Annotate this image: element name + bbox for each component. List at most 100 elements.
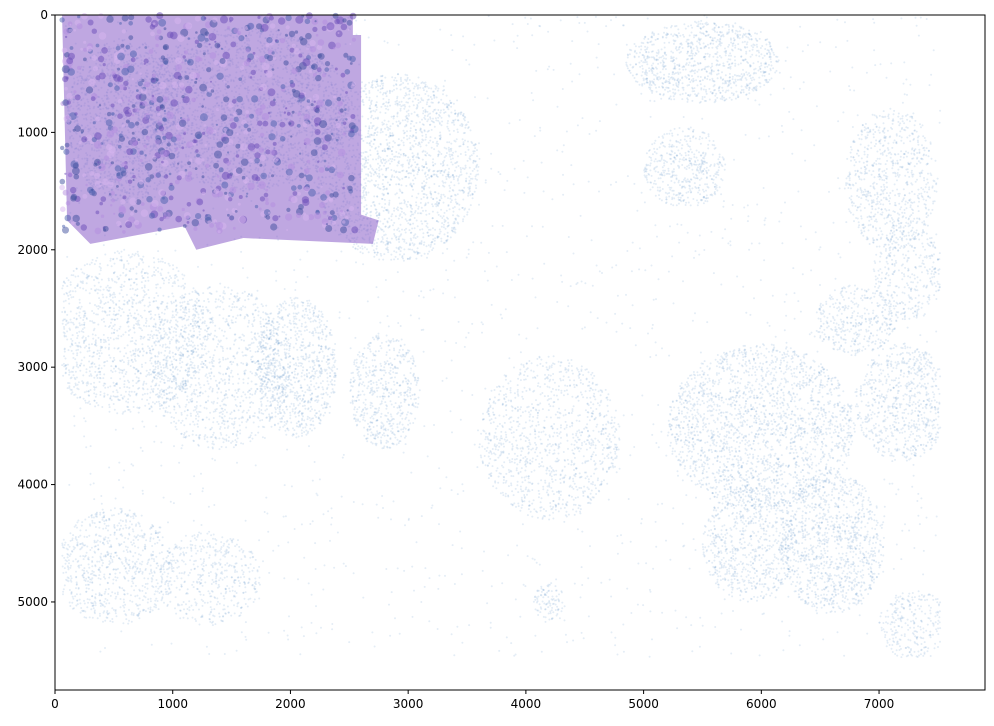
scatter-point: [115, 257, 118, 260]
scatter-point: [478, 142, 480, 145]
scatter-point: [329, 539, 331, 542]
scatter-point: [500, 452, 503, 455]
scatter-point: [768, 324, 771, 327]
scatter-point: [498, 414, 501, 417]
scatter-point: [781, 242, 784, 245]
scatter-point: [759, 31, 762, 33]
scatter-point: [771, 294, 774, 297]
scatter-point: [423, 425, 426, 428]
scatter-point: [532, 376, 534, 379]
scatter-point: [473, 443, 476, 446]
scatter-point: [915, 314, 918, 317]
scatter-point: [331, 623, 334, 625]
scatter-point: [517, 273, 520, 276]
scatter-point: [157, 608, 160, 611]
scatter-point: [850, 485, 853, 488]
scatter-point: [800, 484, 803, 487]
scatter-point: [761, 613, 764, 616]
scatter-point: [799, 428, 802, 430]
scatter-point: [157, 250, 160, 253]
scatter-point: [883, 478, 886, 481]
scatter-point: [170, 642, 173, 645]
scatter-point: [426, 455, 429, 458]
scatter-point: [903, 61, 906, 64]
scatter-point: [702, 546, 704, 548]
scatter-point: [160, 464, 163, 467]
scatter-point: [162, 364, 165, 366]
scatter-point: [553, 423, 556, 425]
scatter-point: [701, 384, 704, 387]
scatter-point: [420, 515, 423, 518]
scatter-point: [893, 328, 896, 330]
scatter-point: [926, 224, 929, 227]
scatter-point: [839, 256, 842, 259]
scatter-point: [651, 638, 653, 641]
scatter-point: [281, 374, 284, 377]
scatter-point: [372, 201, 375, 203]
scatter-point: [832, 221, 835, 224]
scatter-point: [746, 220, 749, 223]
scatter-point: [572, 639, 575, 642]
scatter-point: [897, 238, 899, 241]
scatter-point: [535, 561, 538, 564]
scatter-point: [456, 493, 459, 496]
scatter-point: [268, 571, 271, 574]
scatter-point: [694, 250, 697, 253]
scatter-point: [141, 450, 144, 452]
scatter-point: [428, 577, 431, 580]
scatter-point: [212, 581, 215, 584]
scatter-point: [616, 653, 619, 656]
scatter-point: [160, 441, 163, 444]
scatter-point: [869, 566, 872, 569]
scatter-point: [697, 438, 700, 441]
scatter-point: [551, 198, 554, 201]
scatter-point: [88, 534, 91, 537]
scatter-point: [928, 84, 931, 87]
scatter-point: [660, 97, 663, 100]
scatter-point: [162, 568, 165, 571]
scatter-point: [785, 293, 788, 296]
scatter-point: [214, 459, 216, 462]
scatter-point: [598, 270, 601, 273]
scatter-point: [394, 155, 397, 158]
scatter-point: [114, 428, 117, 431]
scatter-point: [703, 371, 706, 374]
scatter-point: [904, 523, 906, 526]
scatter-point: [481, 331, 483, 334]
scatter-point: [76, 332, 78, 334]
scatter-point: [178, 406, 181, 409]
scatter-point: [244, 299, 247, 302]
scatter-point: [579, 512, 582, 515]
scatter-point: [381, 495, 384, 497]
scatter-point: [813, 335, 816, 338]
scatter-point: [486, 279, 489, 282]
scatter-point: [696, 40, 699, 43]
scatter-point: [681, 479, 684, 482]
scatter-point: [608, 445, 611, 448]
scatter-point: [901, 603, 904, 606]
scatter-point: [392, 500, 395, 503]
scatter-point: [432, 288, 435, 291]
scatter-point: [596, 317, 599, 320]
scatter-point: [651, 323, 654, 326]
scatter-point: [562, 193, 565, 196]
scatter-point: [299, 653, 302, 656]
scatter-point: [125, 514, 128, 517]
scatter-point: [533, 558, 536, 561]
scatter-point: [331, 628, 334, 631]
scatter-point: [73, 415, 76, 418]
scatter-point: [409, 314, 412, 317]
scatter-point: [143, 425, 146, 428]
scatter-point: [555, 589, 557, 592]
scatter-point: [699, 100, 702, 103]
scatter-point: [736, 33, 739, 36]
scatter-point: [929, 634, 932, 637]
scatter-point: [175, 331, 177, 333]
scatter-point: [355, 261, 357, 264]
scatter-point: [886, 198, 889, 201]
scatter-point: [694, 461, 697, 464]
scatter-point: [699, 167, 702, 170]
scatter-point: [558, 371, 561, 373]
scatter-point: [685, 494, 688, 497]
